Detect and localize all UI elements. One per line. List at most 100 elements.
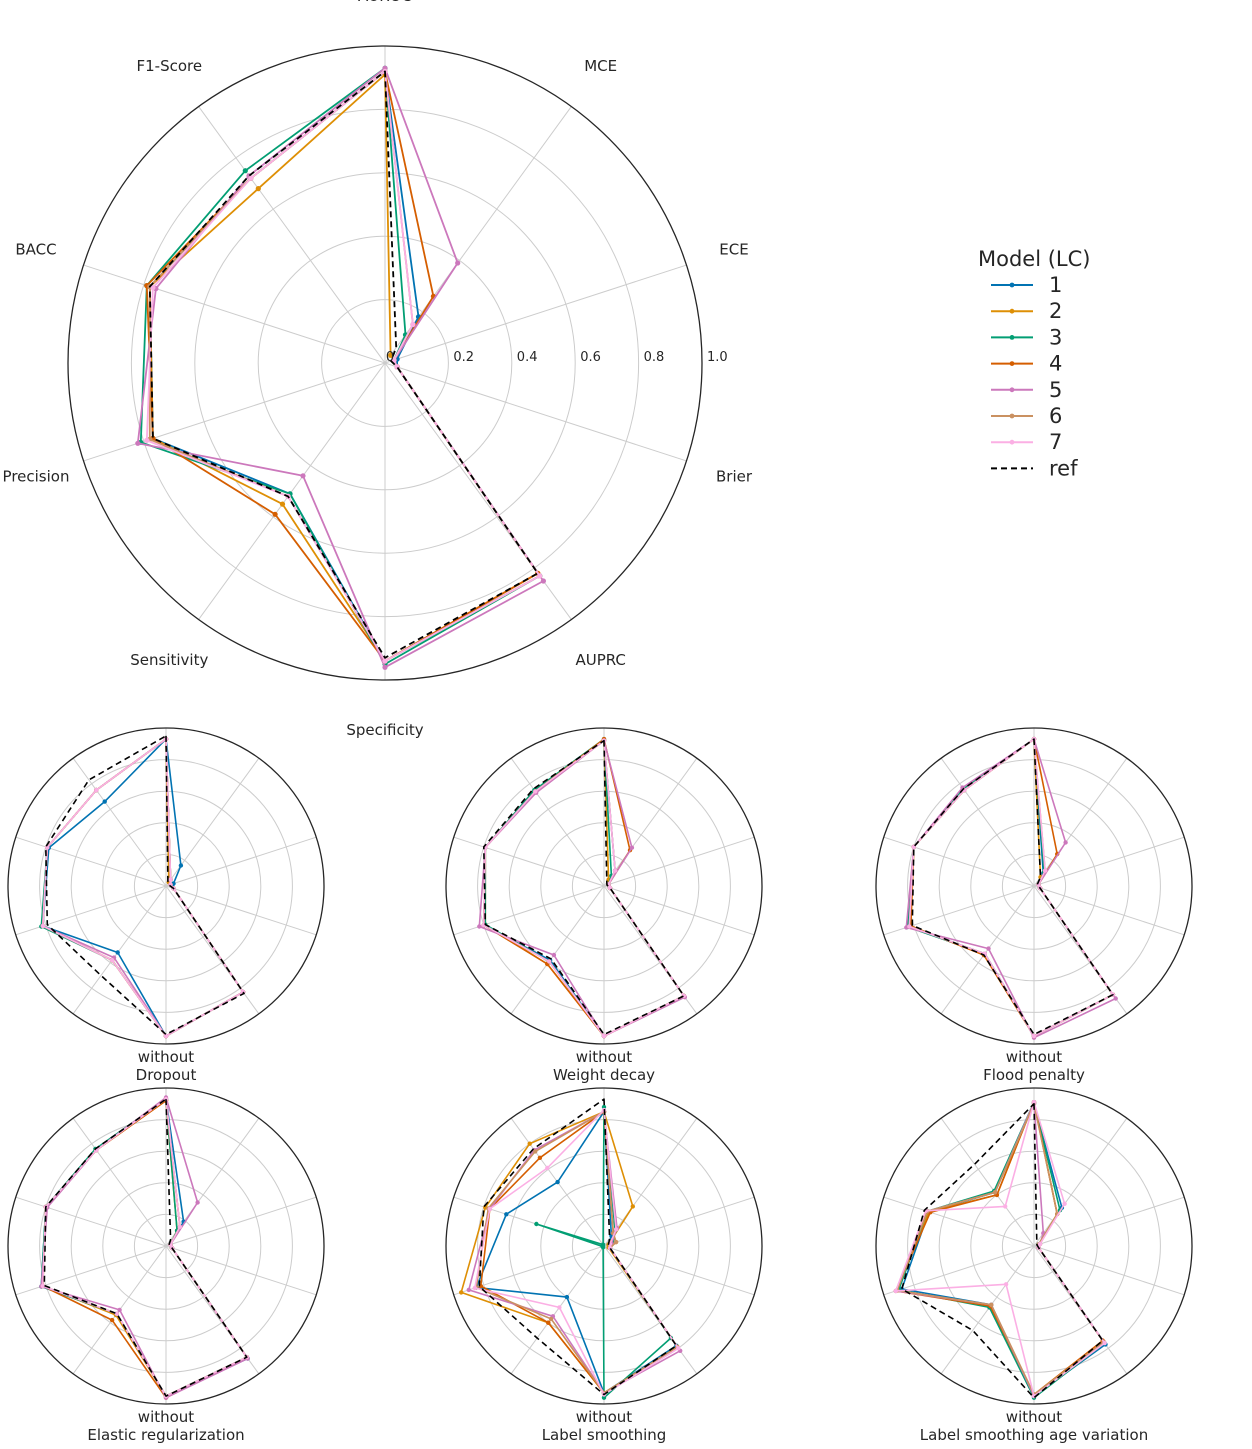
spoke-sensitivity (510, 885, 605, 1015)
spoke-mce (1033, 1117, 1128, 1247)
series-3 (896, 1100, 1107, 1400)
spoke-f1-score (940, 757, 1035, 887)
spoke-ece (165, 1196, 317, 1247)
point-5-sensitivity (117, 1307, 122, 1313)
outer-frame (875, 727, 1193, 1045)
series-2 (147, 71, 541, 664)
point-7-f1-score (94, 787, 99, 793)
panel-caption-line2: Label smoothing (542, 1426, 667, 1444)
panel-caption-line2: Weight decay (553, 1066, 655, 1084)
point-7-mce (613, 1227, 619, 1232)
point-5-mce (1063, 840, 1068, 845)
series-line-3 (40, 1098, 248, 1397)
panel-caption-line2: Label smoothing age variation (920, 1426, 1148, 1444)
point-1-sensitivity (564, 1294, 570, 1300)
spoke-brier (603, 885, 755, 936)
point-3-f1-score (242, 168, 248, 174)
series-line-ref (478, 1098, 678, 1396)
radial-tick-3: 0.6 (580, 350, 601, 365)
spoke-sensitivity (510, 1245, 605, 1375)
point-2-f1-score (527, 1141, 532, 1146)
axis-label-ece: ECE (719, 241, 748, 259)
legend-entry-3: 3 (991, 325, 1062, 349)
series-7 (144, 68, 543, 664)
outer-frame (445, 727, 763, 1045)
point-7-precision (144, 437, 150, 443)
spoke-mce (603, 1117, 698, 1247)
point-2-precision (459, 1290, 464, 1295)
series-line-3 (535, 1106, 672, 1399)
panel-caption-line2: Dropout (136, 1066, 197, 1084)
panel-caption-line1: without (576, 1408, 633, 1426)
series-7 (40, 1096, 249, 1399)
point-7-bacc (45, 845, 50, 850)
legend-marker-2 (1009, 308, 1015, 314)
series-7 (481, 738, 687, 1039)
point-5-precision (466, 1287, 471, 1293)
legend-label-ref: ref (1049, 456, 1078, 480)
point-7-bacc (150, 285, 156, 291)
series-line-4 (482, 738, 685, 1037)
legend-marker-1 (1009, 282, 1015, 288)
point-7-ece (1037, 1241, 1043, 1247)
point-7-mce (410, 321, 416, 328)
series-2 (459, 1109, 680, 1396)
series-line-1 (41, 738, 244, 1037)
spoke-ece (603, 836, 755, 887)
series-5 (477, 738, 687, 1039)
series-ref (148, 70, 539, 659)
series-2 (483, 738, 687, 1039)
series-line-2 (41, 1099, 248, 1397)
spoke-bacc (83, 264, 386, 364)
point-6-sensitivity (548, 1316, 554, 1322)
spoke-brier (1033, 1245, 1185, 1296)
point-7-mce (1062, 1201, 1067, 1207)
outer-frame (7, 727, 325, 1045)
point-2-sensitivity (279, 501, 286, 507)
series-5 (135, 65, 547, 670)
series-line-ref (148, 70, 539, 659)
point-4-sensitivity (109, 1317, 115, 1323)
spoke-sensitivity (72, 885, 167, 1015)
series-line-5 (478, 739, 686, 1037)
spoke-bacc (883, 836, 1035, 887)
spoke-brier (1033, 885, 1185, 936)
point-7-auprc (1102, 1340, 1107, 1346)
series-line-3 (139, 67, 541, 665)
series-line-5 (41, 738, 244, 1037)
point-7-auprc (537, 573, 543, 579)
point-4-sensitivity (272, 511, 278, 517)
spoke-f1-score (72, 757, 167, 887)
series-line-5 (40, 1096, 249, 1399)
series-line-7 (145, 70, 541, 662)
series-line-5 (894, 1101, 1105, 1397)
point-7-auprc (676, 1346, 681, 1351)
point-5-auprc (540, 578, 547, 584)
point-7-specificity (382, 658, 388, 664)
series-6 (481, 738, 687, 1039)
spoke-f1-score (940, 1117, 1035, 1247)
series-line-6 (896, 1103, 1105, 1396)
point-7-specificity (163, 1033, 169, 1039)
series-4 (893, 1100, 1105, 1397)
point-5-auprc (1113, 996, 1118, 1001)
point-3-bacc (534, 1221, 539, 1227)
series-4 (478, 1109, 680, 1396)
legend-marker-3 (1009, 335, 1015, 340)
axis-label-precision: Precision (3, 467, 70, 485)
series-ref (43, 1098, 248, 1397)
legend-title: Model (LC) (978, 247, 1090, 271)
series-line-6 (482, 739, 685, 1037)
legend-label-1: 1 (1049, 273, 1062, 297)
series-3 (483, 736, 687, 1039)
spoke-precision (15, 885, 167, 936)
legend-entry-6: 6 (991, 404, 1062, 428)
series-7 (893, 1100, 1107, 1399)
outer-frame (7, 1087, 325, 1405)
series-line-2 (896, 1101, 1105, 1397)
radar-panel-main: AUROC MCE ECE Brier AUPRC Specificity Sensitiv… (3, 0, 753, 739)
point-7-mce (168, 877, 173, 882)
